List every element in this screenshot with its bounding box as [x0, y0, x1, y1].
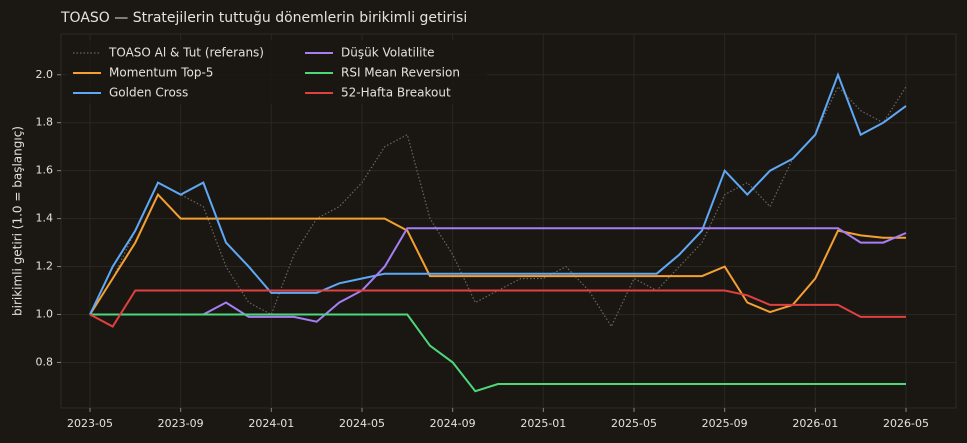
- legend-label: Golden Cross: [109, 86, 188, 100]
- y-tick-label: 2.0: [36, 68, 54, 81]
- x-tick-label: 2024-01: [248, 417, 294, 430]
- y-axis-label: birikimli getiri (1.0 = başlangıç): [11, 126, 25, 316]
- y-tick-label: 1.4: [36, 212, 54, 225]
- legend-label: RSI Mean Reversion: [341, 66, 460, 80]
- x-tick-label: 2026-05: [883, 417, 929, 430]
- x-tick-label: 2025-09: [702, 417, 748, 430]
- y-tick-label: 0.8: [36, 355, 54, 368]
- legend-label: 52-Hafta Breakout: [341, 86, 451, 100]
- x-tick-label: 2025-05: [611, 417, 657, 430]
- legend-label: Momentum Top-5: [109, 66, 213, 80]
- x-tick-label: 2023-09: [158, 417, 204, 430]
- legend-label: Düşük Volatilite: [341, 46, 435, 60]
- series-line: [89, 192, 906, 316]
- x-tick-label: 2023-05: [67, 417, 113, 430]
- y-tick-label: 1.0: [36, 308, 54, 321]
- y-tick-label: 1.8: [36, 116, 54, 129]
- x-tick-label: 2024-05: [339, 417, 385, 430]
- x-tick-label: 2026-01: [792, 417, 838, 430]
- y-tick-label: 1.6: [36, 164, 54, 177]
- series-line: [90, 313, 906, 393]
- series-line: [90, 227, 907, 323]
- legend-box: [67, 40, 487, 104]
- series-line: [89, 289, 906, 328]
- x-tick-label: 2025-01: [520, 417, 566, 430]
- legend-label: TOASO Al & Tut (referans): [108, 46, 264, 60]
- chart-title: TOASO — Stratejilerin tuttuğu dönemlerin…: [60, 10, 467, 26]
- series-line: [89, 71, 907, 315]
- x-tick-label: 2024-09: [430, 417, 476, 430]
- y-tick-label: 1.2: [36, 260, 54, 273]
